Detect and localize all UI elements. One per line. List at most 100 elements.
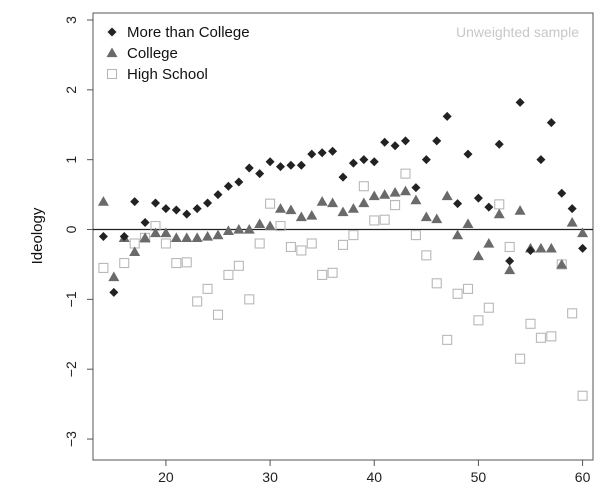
college-point bbox=[379, 189, 391, 199]
legend-label: College bbox=[127, 45, 178, 62]
more-than-college-point bbox=[463, 149, 473, 159]
high-school-point bbox=[181, 257, 192, 268]
high-school-point bbox=[431, 278, 442, 289]
more-than-college-point bbox=[473, 193, 483, 203]
high-school-point bbox=[442, 334, 453, 345]
college-point bbox=[264, 220, 276, 231]
college-point bbox=[400, 185, 411, 196]
high-school-point bbox=[244, 294, 255, 305]
legend-label: More than College bbox=[127, 24, 250, 41]
high-school-point bbox=[337, 239, 349, 250]
more-than-college-point bbox=[296, 160, 306, 170]
high-school-point bbox=[119, 257, 130, 269]
more-than-college-point bbox=[421, 155, 431, 165]
college-point bbox=[441, 190, 453, 201]
college-point bbox=[243, 224, 255, 234]
more-than-college-point bbox=[359, 155, 369, 165]
more-than-college-point bbox=[348, 158, 358, 168]
college-point bbox=[452, 229, 464, 240]
more-than-college-point bbox=[546, 118, 556, 128]
college-point bbox=[420, 211, 432, 222]
high-school-point bbox=[223, 269, 234, 280]
college-point bbox=[254, 218, 266, 229]
more-than-college-point bbox=[109, 287, 119, 297]
more-than-college-point bbox=[515, 97, 525, 107]
college-point bbox=[222, 225, 234, 236]
high-school-point bbox=[369, 215, 380, 226]
more-than-college-point bbox=[192, 204, 202, 214]
more-than-college-point bbox=[255, 169, 265, 179]
more-than-college-point bbox=[130, 197, 140, 207]
high-school-point bbox=[390, 200, 401, 211]
more-than-college-point bbox=[526, 245, 535, 255]
high-school-point bbox=[265, 198, 276, 209]
legend-label: High School bbox=[127, 66, 208, 83]
annotation-text: Unweighted sample bbox=[456, 24, 579, 40]
more-than-college-point bbox=[505, 256, 515, 266]
more-than-college-point bbox=[286, 160, 296, 170]
college-point bbox=[504, 264, 516, 275]
more-than-college-point bbox=[578, 243, 588, 253]
more-than-college-point bbox=[140, 218, 150, 228]
college-point bbox=[431, 213, 443, 224]
college-point bbox=[556, 258, 568, 269]
high-school-point bbox=[410, 230, 421, 241]
more-than-college-point bbox=[234, 177, 244, 187]
more-than-college-point bbox=[380, 137, 390, 147]
diamond-marker-icon bbox=[107, 27, 117, 37]
x-tick-label: 50 bbox=[471, 469, 487, 485]
college-point bbox=[150, 227, 161, 238]
x-axis: 20 30 40 50 60 bbox=[158, 460, 591, 485]
y-tick-label: 2 bbox=[63, 86, 79, 94]
more-than-college-point bbox=[484, 202, 494, 212]
college-point bbox=[389, 186, 401, 197]
high-school-point bbox=[473, 315, 484, 326]
legend: More than College College High School bbox=[106, 24, 250, 83]
high-school-point bbox=[400, 168, 411, 179]
high-school-point bbox=[192, 296, 203, 307]
more-than-college-point bbox=[317, 148, 327, 158]
y-tick-label: 1 bbox=[63, 156, 79, 164]
college-point bbox=[535, 242, 547, 253]
more-than-college-point bbox=[411, 183, 421, 193]
high-school-point bbox=[317, 269, 328, 280]
y-tick-label: −2 bbox=[63, 361, 79, 377]
more-than-college-point bbox=[338, 172, 348, 182]
college-point bbox=[285, 204, 297, 215]
college-point bbox=[139, 232, 151, 243]
more-than-college-point bbox=[119, 232, 129, 241]
more-than-college-point bbox=[223, 181, 233, 191]
college-point bbox=[410, 194, 422, 205]
more-than-college-point bbox=[98, 232, 108, 241]
college-point bbox=[368, 190, 380, 201]
more-than-college-point bbox=[494, 139, 504, 149]
college-point bbox=[97, 196, 109, 206]
open-square-marker-icon bbox=[106, 68, 118, 80]
high-school-point bbox=[275, 220, 286, 232]
high-school-point bbox=[515, 353, 526, 364]
more-than-college-point bbox=[203, 198, 213, 208]
triangle-marker-icon bbox=[106, 47, 118, 58]
y-tick-label: −1 bbox=[63, 291, 79, 307]
high-school-point bbox=[535, 332, 546, 343]
college-point bbox=[212, 229, 224, 240]
high-school-point bbox=[296, 245, 307, 256]
college-point bbox=[108, 271, 120, 282]
high-school-point bbox=[285, 241, 296, 253]
plot-frame bbox=[92, 12, 594, 461]
college-point bbox=[337, 206, 349, 217]
college-point bbox=[191, 232, 203, 243]
college-point bbox=[129, 246, 141, 256]
more-than-college-point bbox=[453, 199, 463, 209]
high-school-point bbox=[171, 257, 182, 269]
more-than-college-point bbox=[244, 163, 254, 173]
college-point bbox=[462, 218, 474, 229]
x-tick-label: 40 bbox=[366, 469, 382, 485]
y-tick-label: 0 bbox=[63, 225, 79, 233]
college-point bbox=[483, 237, 495, 248]
college-point bbox=[316, 196, 328, 206]
high-school-point bbox=[504, 241, 515, 253]
more-than-college-point bbox=[432, 136, 442, 146]
high-school-point bbox=[379, 214, 390, 225]
